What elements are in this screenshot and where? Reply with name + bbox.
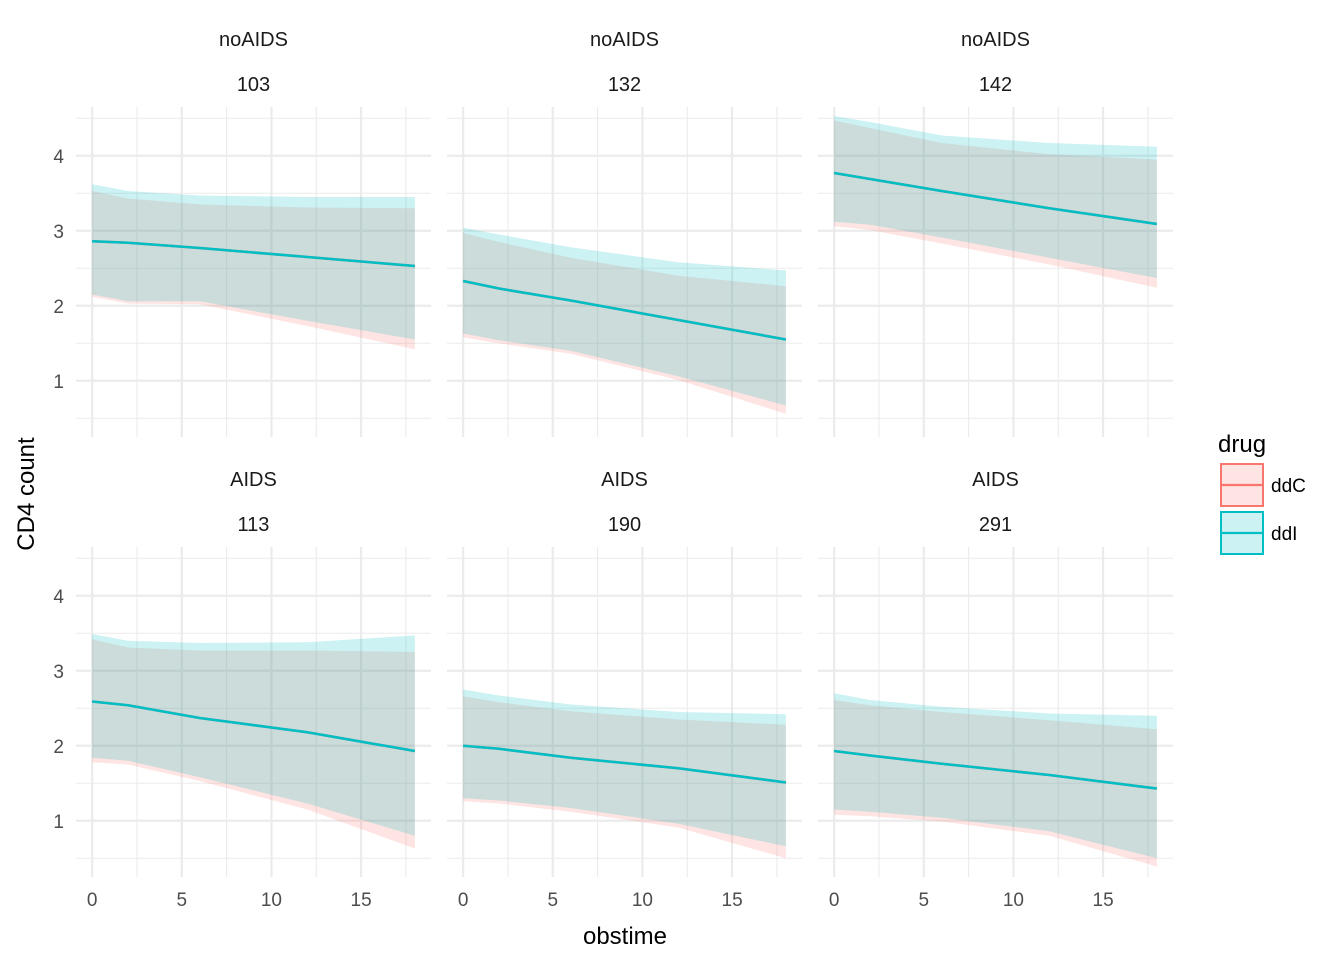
ribbon-ddC (92, 191, 415, 350)
strip-label-id: 103 (237, 74, 270, 96)
x-tick-label: 0 (829, 890, 840, 911)
ribbon-ddC (834, 700, 1157, 867)
y-tick-label: 2 (53, 297, 64, 318)
strip-label-id: 142 (979, 74, 1012, 96)
ribbon-ddI (834, 693, 1157, 859)
y-tick-label: 3 (53, 662, 64, 683)
line-ddI (92, 700, 416, 753)
y-tick-label: 1 (53, 372, 64, 393)
panel-103: noAIDS 103 (76, 29, 431, 437)
ribbon-ddC (463, 233, 786, 414)
ribbon-ddI (463, 689, 786, 847)
panel-132: noAIDS 132 (447, 29, 802, 437)
line-ddI (463, 744, 787, 784)
ribbon-ddI (92, 634, 415, 836)
y-axis-title: CD4 count (13, 437, 40, 551)
legend: drug ddC ddI (1218, 431, 1306, 555)
strip-label-status: noAIDS (590, 29, 659, 51)
legend-item-ddC: ddC (1220, 463, 1306, 507)
strip-label-status: noAIDS (219, 29, 288, 51)
x-tick-label: 0 (87, 890, 98, 911)
strip-label-id: 190 (608, 514, 641, 536)
x-tick-label: 10 (632, 890, 653, 911)
strip-label-status: AIDS (601, 469, 648, 491)
panel-142: noAIDS 142 (818, 29, 1173, 437)
x-tick-label: 15 (722, 890, 743, 911)
panels-layer: noAIDS 103 noAIDS 132 noAIDS 142 AIDS 113 AIDS 19… (76, 29, 1173, 877)
x-tick-label: 10 (1003, 890, 1024, 911)
legend-title: drug (1218, 431, 1266, 458)
panel-190: AIDS 190 (447, 469, 802, 877)
ribbon-ddI (834, 116, 1157, 278)
panel-291: AIDS 291 (818, 469, 1173, 877)
y-tick-label: 4 (53, 147, 64, 168)
ribbon-ddC (834, 120, 1157, 288)
line-ddI (92, 239, 415, 268)
y-tick-label: 4 (53, 587, 64, 608)
x-axis-title: obstime (583, 923, 667, 950)
legend-label-ddC: ddC (1271, 476, 1306, 497)
panel-113: AIDS 113 (76, 469, 431, 877)
strip-label-id: 291 (979, 514, 1012, 536)
legend-label-ddI: ddI (1271, 524, 1297, 545)
x-tick-label: 15 (351, 890, 372, 911)
ribbon-ddI (463, 227, 786, 406)
x-tick-label: 5 (176, 890, 187, 911)
x-tick-labels: 0 5 10 15 0 5 10 15 0 5 10 15 (87, 890, 1114, 911)
x-tick-label: 0 (458, 890, 469, 911)
y-tick-label: 1 (53, 812, 64, 833)
ribbon-ddI (92, 184, 415, 340)
strip-label-status: AIDS (972, 469, 1019, 491)
x-tick-label: 15 (1093, 890, 1114, 911)
y-tick-label: 3 (53, 222, 64, 243)
line-ddI (833, 749, 1158, 790)
legend-item-ddI: ddI (1220, 511, 1297, 555)
line-ddI (462, 279, 787, 341)
x-tick-label: 5 (918, 890, 929, 911)
x-tick-label: 5 (547, 890, 558, 911)
y-tick-labels: 1 2 3 4 1 2 3 4 (53, 147, 64, 833)
line-ddI (833, 171, 1158, 226)
strip-label-id: 132 (608, 74, 641, 96)
ribbon-ddC (463, 696, 786, 859)
ribbon-ddC (92, 639, 415, 849)
y-tick-label: 2 (53, 737, 64, 758)
x-tick-label: 10 (261, 890, 282, 911)
strip-label-status: noAIDS (961, 29, 1030, 51)
strip-label-status: AIDS (230, 469, 277, 491)
strip-label-id: 113 (238, 514, 270, 536)
